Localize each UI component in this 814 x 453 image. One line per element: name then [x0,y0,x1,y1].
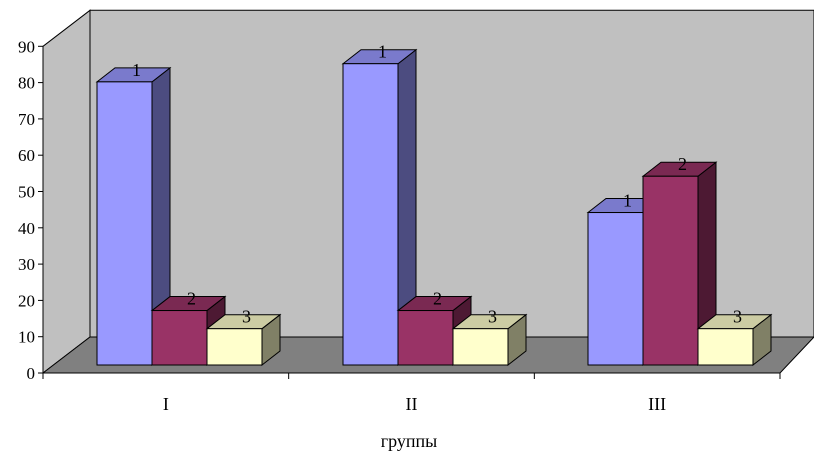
x-tick-label: I [163,394,169,414]
bar [452,328,509,366]
y-tick-label: 90 [18,37,35,56]
bar [151,310,208,366]
x-axis-title: группы [381,431,438,451]
y-tick-label: 80 [18,74,35,93]
bar [206,328,263,366]
y-tick-label: 30 [18,255,35,274]
bar-data-label: 1 [378,42,387,62]
bar-data-label: 2 [187,289,196,309]
bar [96,81,153,366]
bar [342,63,399,366]
side-wall [42,9,91,375]
bar-data-label: 3 [242,307,251,327]
y-tick-label: 40 [18,219,35,238]
y-tick-label: 20 [18,291,35,310]
chart-bars [95,48,773,367]
bar [587,212,644,366]
y-tick-label: 60 [18,146,35,165]
bar-data-label: 2 [678,154,687,174]
y-tick-label: 50 [18,183,35,202]
bar [697,328,754,366]
y-tick-label: 70 [18,110,35,129]
chart-data-labels: 1 2 3 1 2 3 1 2 3 [132,42,742,327]
bar-data-label: 3 [733,307,742,327]
bar-data-label: 3 [488,307,497,327]
x-tick-label: III [648,394,666,414]
bar [642,175,699,366]
bar-data-label: 2 [433,289,442,309]
bar [397,310,454,366]
bar-data-label: 1 [132,60,141,80]
y-tick-label: 10 [18,328,35,347]
y-tick-label: 0 [27,364,36,383]
x-tick-label: II [406,394,418,414]
bar-data-label: 1 [623,191,632,211]
